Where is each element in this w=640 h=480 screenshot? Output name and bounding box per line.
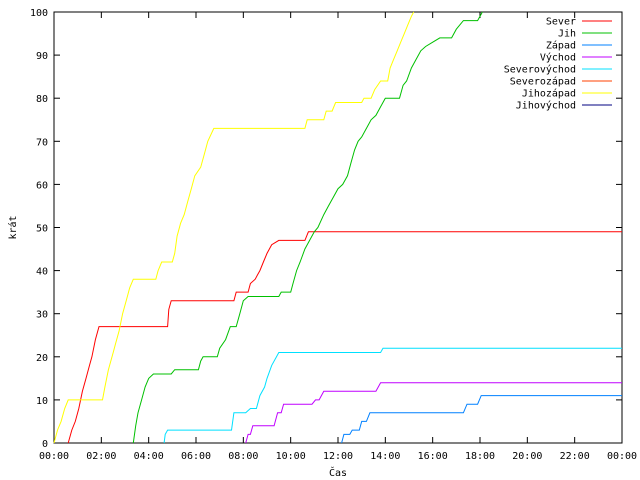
legend-label-jihozapad: Jihozápad [522, 88, 576, 100]
x-tick-label: 16:00 [418, 451, 448, 462]
y-tick-label: 40 [36, 267, 48, 278]
series-line-sever [67, 231, 622, 444]
y-tick-label: 70 [36, 137, 48, 148]
x-tick-label: 22:00 [560, 451, 590, 462]
x-tick-label: 00:00 [607, 451, 637, 462]
y-tick-label: 80 [36, 94, 48, 105]
x-tick-label: 12:00 [323, 451, 353, 462]
legend-label-jihovychod: Jihovýchod [516, 100, 576, 112]
x-tick-label: 18:00 [465, 451, 495, 462]
x-tick-label: 20:00 [512, 451, 542, 462]
x-tick-label: 08:00 [228, 451, 258, 462]
legend-label-jih: Jih [558, 29, 576, 40]
series-line-jih [132, 11, 483, 444]
y-axis: 0 10 20 30 40 50 60 70 80 90 100 [30, 8, 622, 450]
y-tick-label: 10 [36, 396, 48, 407]
series-line-zapad [341, 395, 622, 444]
x-tick-label: 00:00 [39, 451, 69, 462]
series-line-severovychod [163, 347, 622, 444]
x-axis-label: Čas [329, 466, 347, 479]
legend-label-sever: Sever [546, 17, 576, 28]
series-line-jihozapad [53, 11, 415, 444]
legend-label-severovychod: Severovýchod [504, 64, 576, 76]
x-tick-label: 02:00 [86, 451, 116, 462]
y-axis-label: krát [7, 215, 19, 239]
y-tick-label: 50 [36, 224, 48, 235]
legend-label-zapad: Západ [546, 40, 576, 52]
x-axis: 00:00 02:00 04:00 06:00 08:00 10:00 12:00 14:00… [39, 12, 637, 462]
series-line-vychod [245, 382, 622, 444]
y-tick-label: 60 [36, 180, 48, 191]
legend-label-vychod: Východ [540, 52, 576, 64]
y-tick-label: 30 [36, 310, 48, 321]
x-tick-label: 10:00 [276, 451, 306, 462]
y-tick-label: 100 [30, 8, 48, 19]
x-tick-label: 04:00 [134, 451, 164, 462]
series-layer [53, 11, 622, 444]
y-tick-label: 20 [36, 353, 48, 364]
legend: SeverJihZápadVýchodSeverovýchodSeverozáp… [504, 17, 612, 112]
y-tick-label: 0 [42, 439, 48, 450]
legend-label-severozapad: Severozápad [510, 76, 576, 88]
y-tick-label: 90 [36, 51, 48, 62]
x-tick-label: 14:00 [370, 451, 400, 462]
x-tick-label: 06:00 [181, 451, 211, 462]
